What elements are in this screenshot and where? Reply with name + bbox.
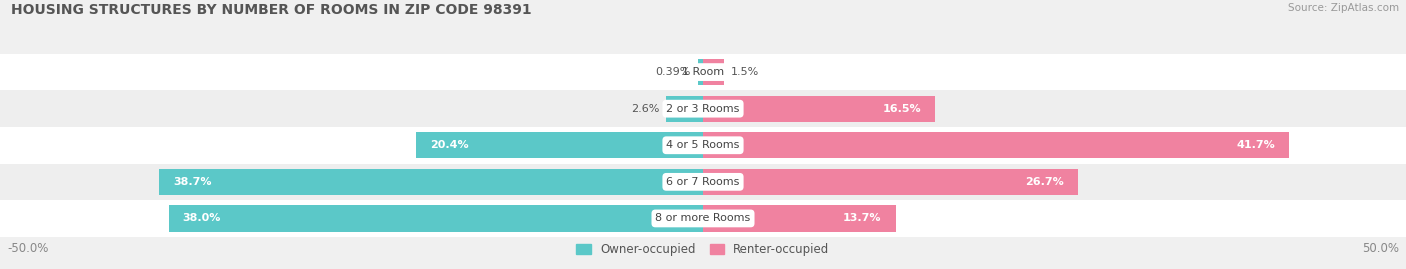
Text: HOUSING STRUCTURES BY NUMBER OF ROOMS IN ZIP CODE 98391: HOUSING STRUCTURES BY NUMBER OF ROOMS IN… (11, 3, 531, 17)
Bar (416, 132, 703, 158)
Text: 6 or 7 Rooms: 6 or 7 Rooms (666, 177, 740, 187)
Bar (703, 205, 896, 232)
Bar (169, 205, 703, 232)
Bar (703, 132, 1289, 158)
Text: 13.7%: 13.7% (844, 213, 882, 224)
Text: 16.5%: 16.5% (883, 104, 921, 114)
Text: -50.0%: -50.0% (7, 242, 48, 255)
Text: 20.4%: 20.4% (430, 140, 468, 150)
Bar (0, 127, 1406, 164)
Legend: Owner-occupied, Renter-occupied: Owner-occupied, Renter-occupied (572, 238, 834, 260)
Text: 41.7%: 41.7% (1236, 140, 1275, 150)
Text: 0.39%: 0.39% (655, 67, 690, 77)
Text: 2 or 3 Rooms: 2 or 3 Rooms (666, 104, 740, 114)
Text: 50.0%: 50.0% (1362, 242, 1399, 255)
Bar (0, 200, 1406, 237)
Bar (697, 59, 703, 85)
Bar (703, 169, 1078, 195)
Bar (159, 169, 703, 195)
Text: 4 or 5 Rooms: 4 or 5 Rooms (666, 140, 740, 150)
Bar (0, 164, 1406, 200)
Bar (0, 90, 1406, 127)
Bar (703, 95, 935, 122)
Text: 2.6%: 2.6% (631, 104, 659, 114)
Text: 38.0%: 38.0% (183, 213, 221, 224)
Text: 1 Room: 1 Room (682, 67, 724, 77)
Text: 1.5%: 1.5% (731, 67, 759, 77)
Text: Source: ZipAtlas.com: Source: ZipAtlas.com (1288, 3, 1399, 13)
Bar (703, 59, 724, 85)
Text: 38.7%: 38.7% (173, 177, 211, 187)
Bar (666, 95, 703, 122)
Text: 8 or more Rooms: 8 or more Rooms (655, 213, 751, 224)
Bar (0, 54, 1406, 90)
Text: 26.7%: 26.7% (1025, 177, 1064, 187)
